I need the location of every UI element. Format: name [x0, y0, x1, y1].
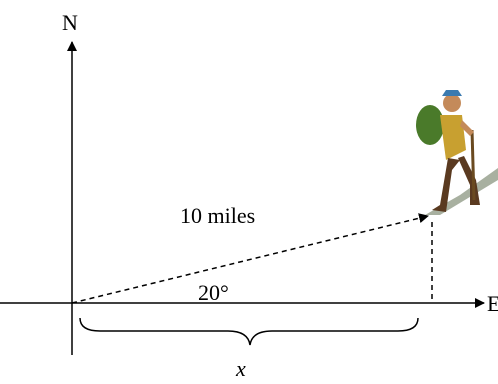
distance-label: 10 miles	[180, 203, 255, 228]
east-label: E	[487, 291, 498, 316]
diagram: N E 10 miles 20° x	[0, 0, 498, 384]
x-label: x	[235, 356, 246, 381]
hiker	[416, 90, 498, 215]
angle-label: 20°	[198, 280, 229, 305]
north-label: N	[62, 10, 78, 35]
page: N E 10 miles 20° x (() => { const data =…	[0, 0, 498, 384]
brace	[80, 318, 418, 345]
displacement-vector	[72, 216, 428, 303]
